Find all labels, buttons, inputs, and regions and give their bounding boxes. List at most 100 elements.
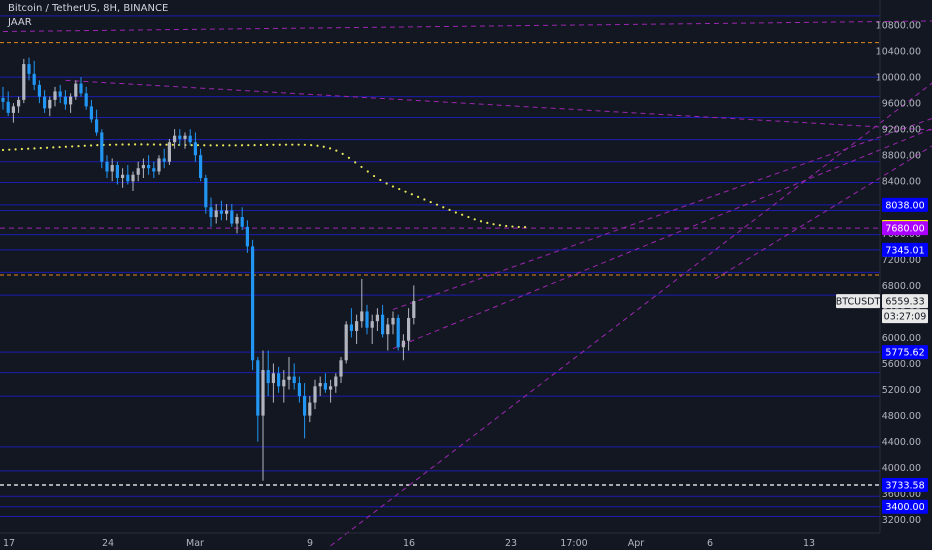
candle-body [11,106,15,113]
price-tick-label: 10000.00 [876,73,921,84]
price-label-box [882,294,928,309]
time-tick-label: 17 [3,538,15,549]
ma-dot [498,224,501,227]
ma-dot [228,144,231,147]
ma-dot [347,156,351,159]
candle-body [162,158,166,162]
ma-dot [473,218,476,221]
price-label-text: 6559.33 [885,297,924,308]
candle-body [6,101,10,113]
ma-dot [215,144,218,147]
price-label-box [882,478,928,493]
ma-dot [196,144,200,147]
ma-dot [83,144,86,147]
ma-dot [379,178,382,182]
candle-body [225,210,229,214]
price-axis[interactable]: 3200.00 3600.00 4000.00 4400.00 4800.00 5200.… [876,21,921,527]
ma-dot [146,143,149,146]
price-tick-label: 4800.00 [882,411,921,422]
candle-body [89,106,93,120]
candle-body [271,373,275,384]
candle-body [349,324,353,331]
price-tick-label: 9200.00 [882,125,921,136]
candle-body [22,64,26,100]
ma-dot [366,170,369,173]
ma-dot [505,224,508,228]
candle-body [199,155,203,178]
candle-body [230,210,234,224]
ma-dot [461,213,464,216]
ma-dot [140,143,143,146]
candle-body [157,158,161,172]
candle-body [69,96,73,105]
candle-body [407,317,411,341]
ma-dot [272,143,275,146]
ma-dot [253,144,256,147]
price-tick-label: 6800.00 [882,281,921,292]
ma-dot [39,146,42,150]
price-tick-label: 5600.00 [882,359,921,370]
candle-body [136,168,140,175]
ma-dot [492,223,495,226]
candle-body [245,226,249,247]
ma-dot [222,144,225,147]
ma-dot [398,187,401,191]
candle-body [287,376,291,380]
candle-body [381,314,385,335]
candle-body [261,370,265,416]
ma-dot [159,143,162,146]
price-tick-label: 4400.00 [882,437,921,448]
ma-dot [58,145,61,149]
price-tick-label: 3200.00 [882,515,921,526]
candle-body [126,174,130,182]
trend-line [330,82,932,547]
ma-dot [511,225,514,228]
candle-body [152,168,156,172]
countdown-box [882,309,928,324]
ma-dot [322,145,325,148]
candle-body [313,386,317,403]
candle-body [235,217,239,224]
candle-body [334,376,338,387]
candle-body [355,321,359,331]
ma-dot [121,143,124,146]
ma-dot [316,144,319,147]
ma-dot [1,148,5,152]
time-tick-label: 24 [102,538,114,549]
ma-dot [27,147,30,150]
time-axis[interactable]: 17 24 Mar 9 16 23 17:00 Apr 6 13 [0,0,881,549]
price-tick-label: 9600.00 [882,99,921,110]
ma-dot [89,144,93,147]
time-tick-label: 23 [505,538,517,549]
trend-line [392,128,932,350]
price-tick-label: 3600.00 [882,489,921,500]
time-tick-label: 16 [403,538,415,549]
candle-body [303,396,307,416]
ma-dot [64,145,67,148]
ma-dot [448,208,451,211]
candle-body [27,64,31,74]
candle-body [48,99,52,109]
price-tick-label: 6000.00 [882,333,921,344]
candle-body [84,93,88,107]
ma-dot [14,148,17,151]
candle-body [375,314,379,322]
ma-dot [247,144,250,147]
ma-dot [20,147,23,151]
candle-body [178,135,182,139]
candle-body [43,96,47,109]
price-labels: 8038.007696.347680.007345.016559.335775.… [836,197,928,514]
price-label-box [882,499,928,514]
candle-body [58,91,62,97]
ma-dot [278,143,281,146]
ma-dot [77,144,80,148]
time-tick-label: 9 [307,538,313,549]
candle-body [37,84,41,97]
ma-dot [108,143,112,146]
ma-dot [115,143,118,146]
ma-dot [52,146,55,149]
ma-dot [423,198,426,201]
symbol-tag-box [836,294,880,309]
ma-dot [259,143,262,147]
